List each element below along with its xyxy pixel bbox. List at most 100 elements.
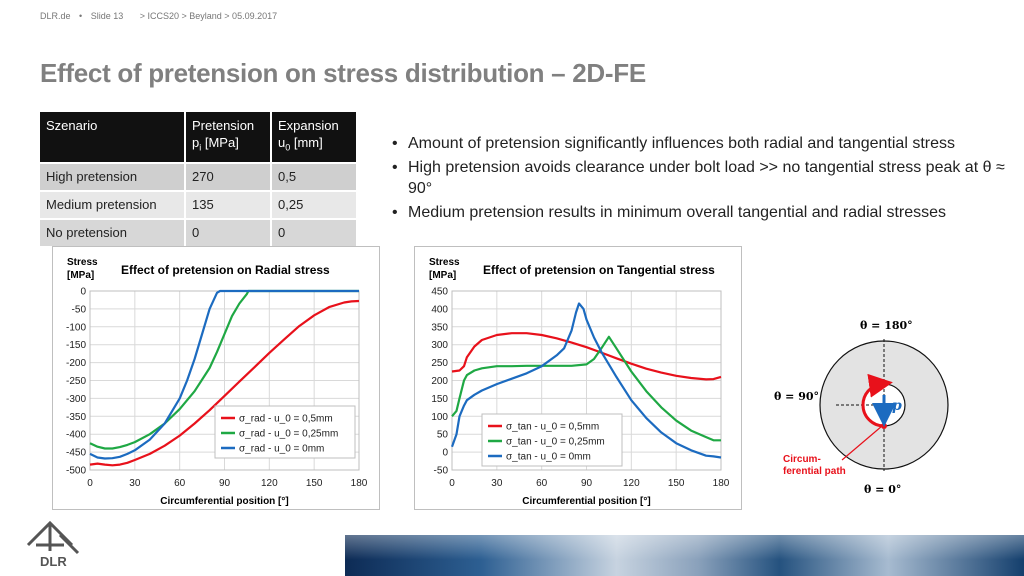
table-cell: 0,5 [271,161,358,191]
y-tick-label: 400 [431,304,448,315]
y-tick-label: -50 [434,466,449,477]
plot-frame [451,290,722,471]
dlr-logo-icon [26,520,80,555]
y-tick-label: 150 [431,394,448,405]
y-tick-label: -100 [66,322,86,333]
y-axis-label: Stress [67,257,98,268]
x-tick-label: 0 [87,478,93,489]
y-tick-label: -250 [66,376,86,387]
table-header-row: Szenario Pretension pi [MPa] Expansion u0 … [40,112,358,163]
dlr-logo-text: DLR [40,554,67,569]
y-axis-unit: [MPa] [67,270,94,281]
y-tick-label: 350 [431,322,448,333]
table-cell: 135 [185,189,272,219]
x-tick-label: 30 [491,478,503,489]
y-tick-label: -200 [66,358,86,369]
x-tick-label: 180 [351,478,368,489]
legend-label: σ_tan - u_0 = 0mm [506,452,591,463]
bullet-item: Amount of pretension significantly influ… [392,133,1012,154]
radial-stress-chart: 0 30 60 90 120 150 180 0 -50 -100 -150 -200 -250 -300… [52,246,380,510]
y-tick-label: -500 [66,466,86,477]
legend-label: σ_tan - u_0 = 0,5mm [506,422,599,433]
table-row: Medium pretension 135 0,25 [40,189,358,219]
header-separator: • [79,11,83,21]
series-line [89,299,360,467]
table-cell: 0 [185,217,272,246]
theta-0-label: θ = 0° [864,483,901,496]
table-cell: 0 [271,217,358,246]
legend-label: σ_rad - u_0 = 0mm [239,444,324,455]
bullet-item: Medium pretension results in minimum ove… [392,202,1012,223]
table-header-expansion: Expansion u0 [mm] [271,112,358,163]
tangential-stress-chart: 0 30 60 90 120 150 180 450 400 350 300 250 200 150 100… [414,246,742,510]
x-tick-label: 60 [536,478,548,489]
theta-90-label: θ = 90° [774,390,819,403]
x-tick-label: 150 [668,478,685,489]
x-axis-label: Circumferential position [°] [522,496,650,507]
table-row: No pretension 0 0 [40,217,358,246]
table-cell: No pretension [40,217,186,246]
legend-box [481,413,623,467]
pressure-label: p [892,398,902,414]
x-tick-label: 180 [713,478,730,489]
y-tick-label: 50 [437,430,449,441]
header-breadcrumb: DLR.de • Slide 13 > ICCS20 > Beyland > 0… [40,11,283,21]
y-axis-label: Stress [429,257,460,268]
header-path: > ICCS20 > Beyland > 05.09.2017 [139,11,278,21]
bullet-list: Amount of pretension significantly influ… [392,133,1012,226]
y-tick-label: -350 [66,412,86,423]
table-cell: 270 [185,161,272,191]
legend-label: σ_rad - u_0 = 0,5mm [239,414,333,425]
y-tick-label: 450 [431,287,448,298]
y-tick-label: -150 [66,340,86,351]
chart-svg: 0 30 60 90 120 150 180 0 -50 -100 -150 -200 -250 -300… [66,257,368,507]
y-tick-label: -300 [66,394,86,405]
series-line [450,302,722,459]
path-leader-line [841,425,883,461]
y-tick-label: -400 [66,430,86,441]
table-row: High pretension 270 0,5 [40,161,358,191]
diagram-svg: θ = 180° θ = 90° θ = 0° p Circum- ferent… [774,319,949,496]
y-tick-label: -450 [66,448,86,459]
series-line [451,335,721,442]
y-tick-label: 250 [431,358,448,369]
x-tick-label: 0 [449,478,455,489]
legend-box [214,405,356,459]
chart-title: Effect of pretension on Tangential stres… [483,263,715,277]
series-line [89,289,359,450]
chart-svg: 0 30 60 90 120 150 180 450 400 350 300 250 200 150 100… [429,257,730,507]
x-tick-label: 150 [306,478,323,489]
chart-title: Effect of pretension on Radial stress [121,263,330,277]
y-tick-label: 100 [431,412,448,423]
y-tick-label: 300 [431,340,448,351]
x-tick-label: 60 [174,478,186,489]
table-cell: Medium pretension [40,189,186,219]
bolt-hole-diagram: θ = 180° θ = 90° θ = 0° p Circum- ferent… [760,315,1024,505]
x-axis-label: Circumferential position [°] [160,496,288,507]
theta-180-label: θ = 180° [860,319,913,332]
x-tick-label: 120 [623,478,640,489]
footer-earth-band [345,535,1024,576]
y-tick-label: 0 [80,287,86,298]
scenario-table: Szenario Pretension pi [MPa] Expansion u0 … [40,112,358,246]
legend-label: σ_tan - u_0 = 0,25mm [506,437,605,448]
series-line [451,332,722,381]
table-cell: High pretension [40,161,186,191]
path-label-line2: ferential path [783,466,846,477]
table-cell: 0,25 [271,189,358,219]
x-tick-label: 90 [581,478,593,489]
x-tick-label: 30 [129,478,141,489]
y-tick-label: -50 [72,304,87,315]
page-title: Effect of pretension on stress distribut… [40,58,646,88]
table-header-scenario: Szenario [40,112,186,163]
legend-label: σ_rad - u_0 = 0,25mm [239,429,338,440]
header-site: DLR.de [40,11,71,21]
y-tick-label: 0 [442,448,448,459]
x-tick-label: 90 [219,478,231,489]
series-line [89,289,359,460]
table-header-pretension: Pretension pi [MPa] [185,112,272,163]
bullet-item: High pretension avoids clearance under b… [392,157,1012,199]
y-tick-label: 200 [431,376,448,387]
y-axis-unit: [MPa] [429,270,456,281]
x-tick-label: 120 [261,478,278,489]
